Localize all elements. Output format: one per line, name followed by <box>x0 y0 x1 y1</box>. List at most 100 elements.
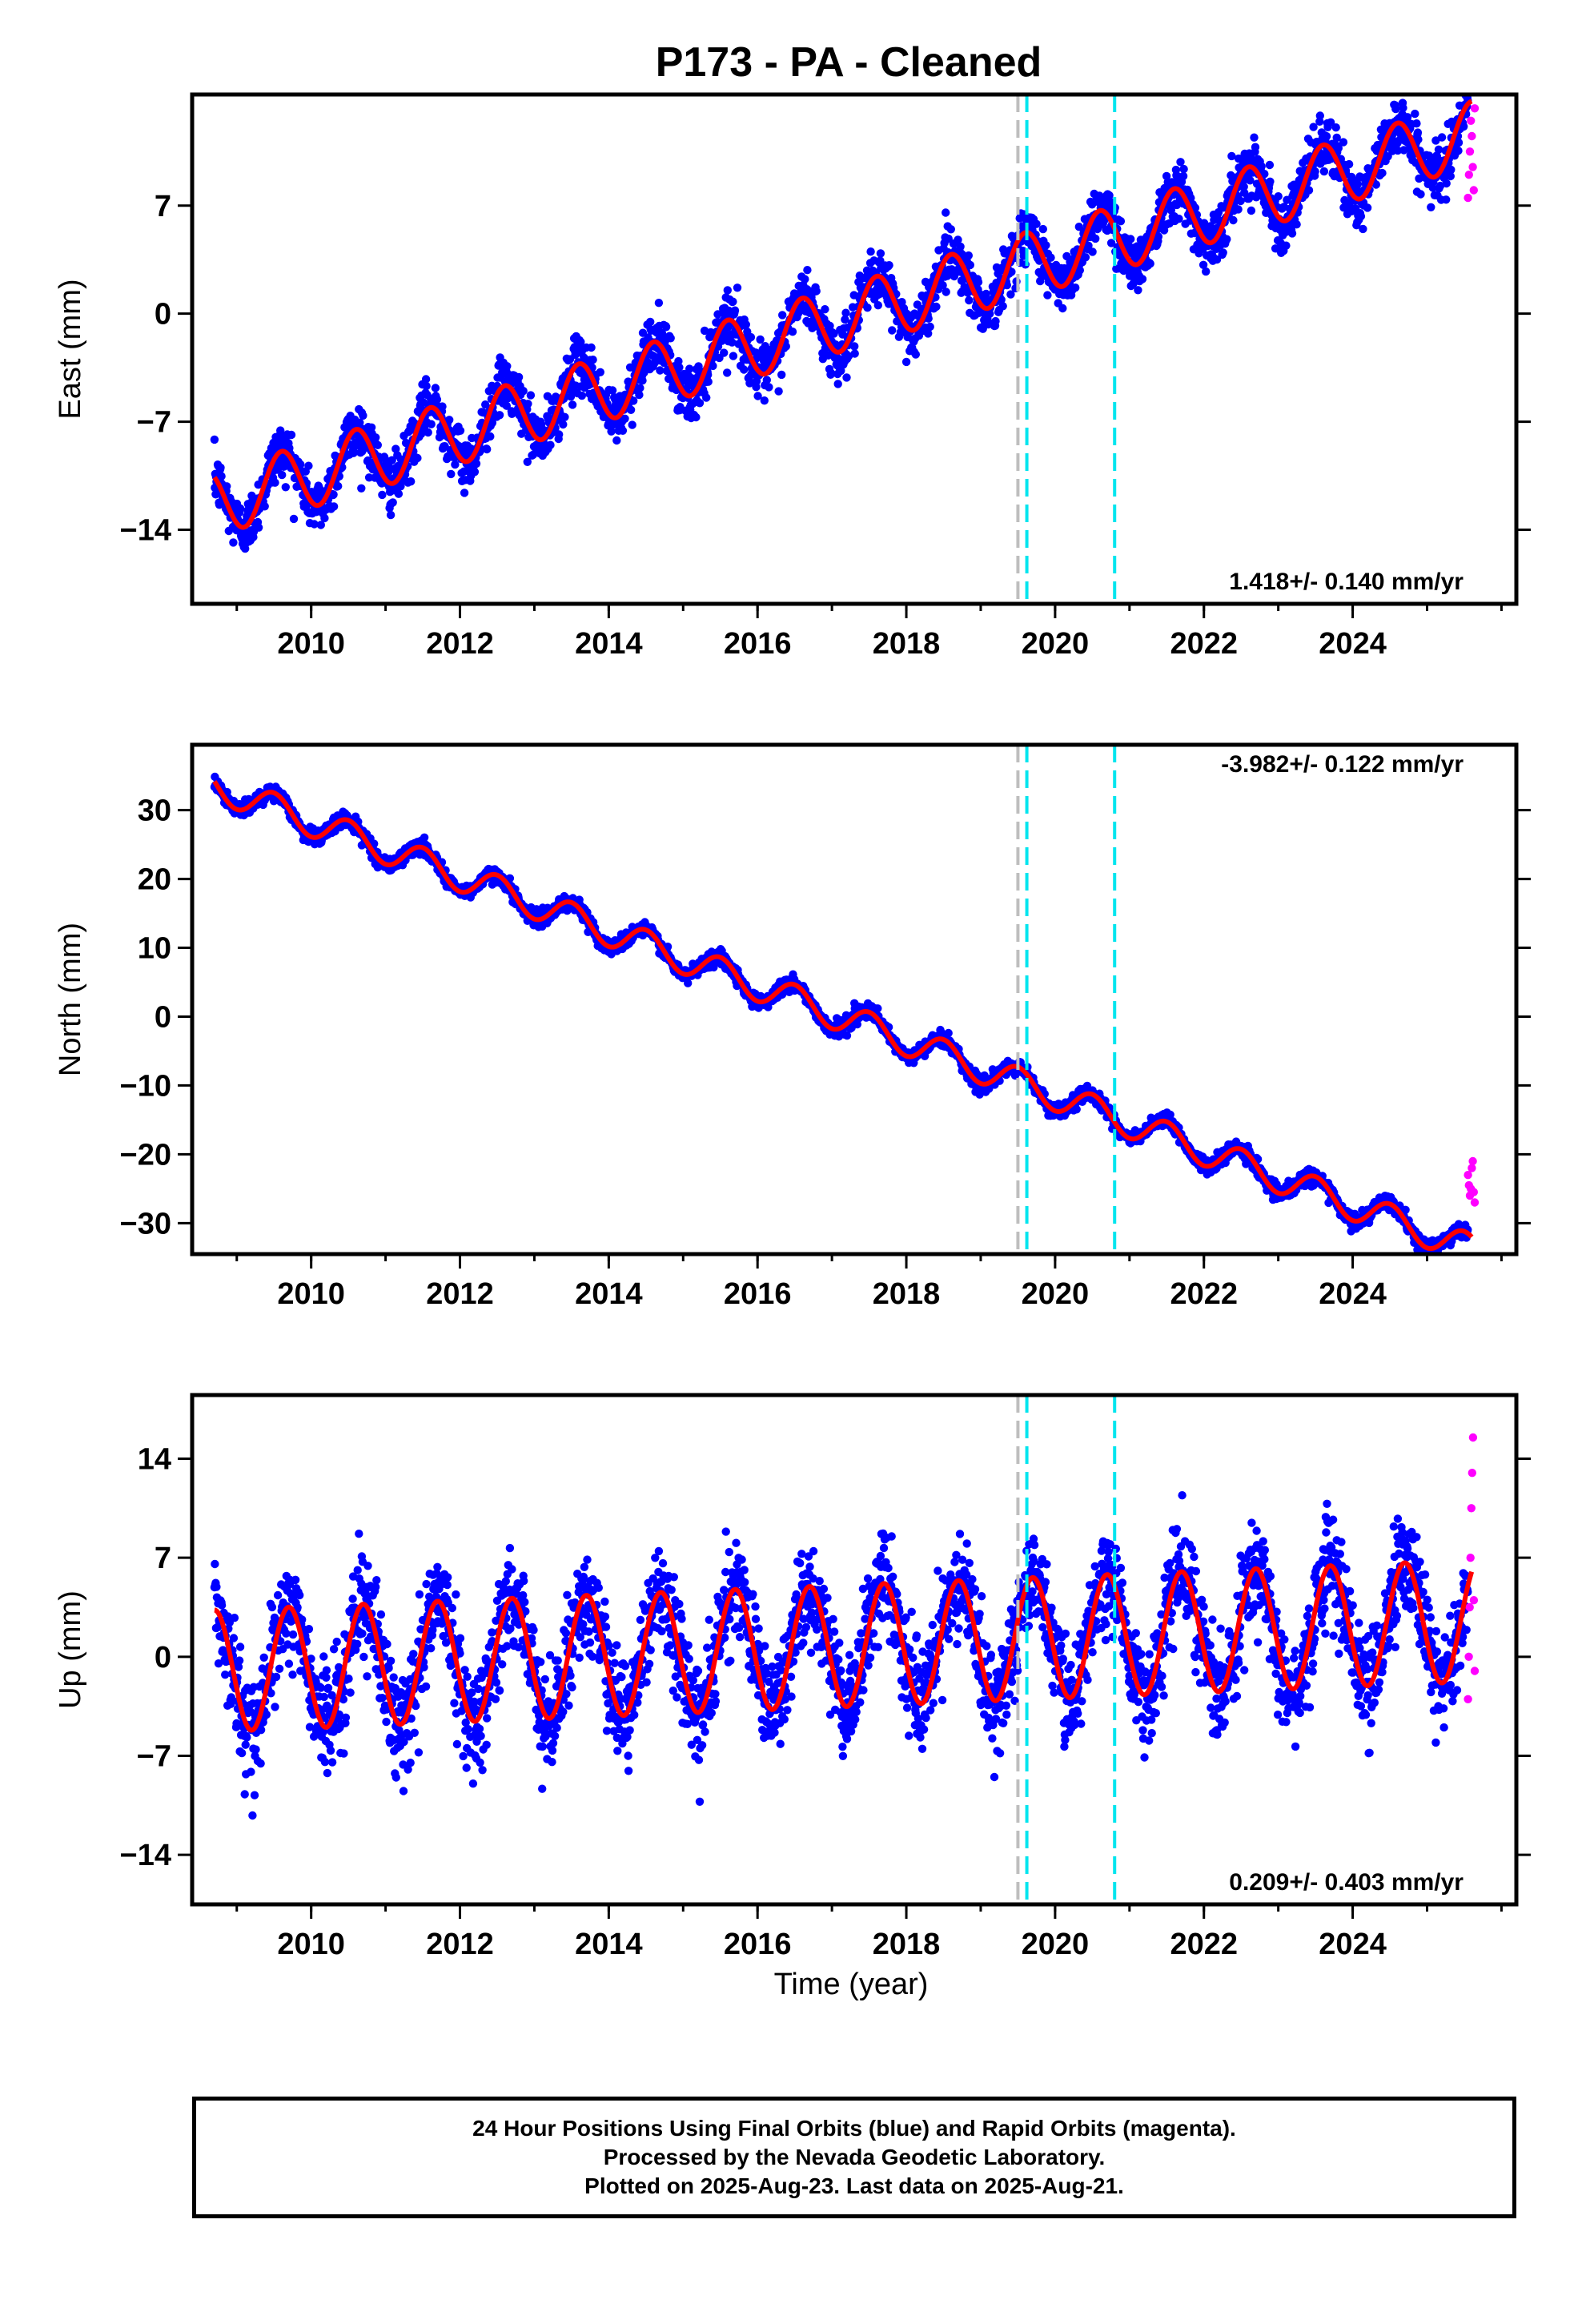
final-orbit-point <box>924 314 933 323</box>
final-orbit-point <box>966 260 975 270</box>
final-orbit-point <box>427 420 436 428</box>
final-orbit-point <box>998 302 1007 311</box>
final-orbit-point <box>386 510 396 520</box>
final-orbit-point <box>685 364 694 373</box>
final-orbit-point <box>756 335 765 344</box>
rapid-orbit-point <box>1468 163 1477 171</box>
rapid-orbit-point <box>1464 193 1472 203</box>
final-orbit-point <box>1319 167 1329 176</box>
rapid-orbit-points <box>1464 104 1480 203</box>
final-orbit-point <box>991 316 1000 326</box>
final-orbit-point <box>1454 138 1464 147</box>
y-tick-label: 0 <box>155 298 171 332</box>
final-orbit-point <box>1179 164 1188 174</box>
final-orbit-point <box>1437 133 1447 142</box>
final-orbit-point <box>1134 286 1142 295</box>
final-orbit-point <box>357 484 366 493</box>
x-tick-label: 2024 <box>1319 627 1387 661</box>
final-orbit-point <box>825 321 834 331</box>
x-tick-label: 2014 <box>575 627 643 661</box>
final-orbit-point <box>472 459 481 468</box>
final-orbit-point <box>1176 158 1185 167</box>
final-orbit-point <box>359 411 367 420</box>
final-orbit-point <box>746 332 756 342</box>
final-orbit-point <box>445 416 454 424</box>
final-orbit-point <box>519 387 528 396</box>
final-orbit-point <box>456 426 465 435</box>
final-orbit-point <box>833 380 842 388</box>
final-orbit-point <box>656 366 665 375</box>
final-orbit-point <box>709 361 717 371</box>
final-orbit-point <box>1042 241 1050 250</box>
final-orbit-point <box>1344 159 1354 169</box>
final-orbit-point <box>781 342 790 351</box>
final-orbit-point <box>596 368 604 376</box>
final-orbit-point <box>289 514 299 524</box>
final-orbit-point <box>329 502 339 511</box>
final-orbit-point <box>1260 170 1269 179</box>
final-orbit-point <box>608 386 617 395</box>
final-orbit-point <box>1334 143 1343 153</box>
final-orbit-point <box>1251 143 1260 151</box>
final-orbit-point <box>1212 255 1222 264</box>
final-orbit-point <box>320 513 329 523</box>
final-orbit-point <box>704 377 713 386</box>
rapid-orbit-point <box>1464 171 1474 179</box>
final-orbit-point <box>692 412 701 422</box>
final-orbit-point <box>1154 232 1163 241</box>
final-orbit-point <box>1106 197 1115 207</box>
final-orbit-point <box>841 308 850 317</box>
final-orbit-point <box>235 504 245 513</box>
final-orbit-point <box>1081 253 1090 262</box>
final-orbit-point <box>646 317 655 327</box>
final-orbit-point <box>421 375 431 384</box>
panel-frame <box>190 92 1519 606</box>
final-orbit-point <box>223 482 231 491</box>
final-orbit-point <box>1287 229 1297 238</box>
final-orbit-point <box>1227 151 1236 161</box>
final-orbit-point <box>666 334 675 343</box>
final-orbit-point <box>1234 205 1243 214</box>
north-panel: 2010 2012 2014 2016 2018 2020 2022 2024−30−20−1… <box>54 742 1531 1311</box>
final-orbit-point <box>612 436 621 445</box>
final-orbit-point <box>271 478 279 487</box>
x-tick-label: 2018 <box>873 627 941 661</box>
final-orbit-point <box>1116 217 1126 226</box>
final-orbit-point <box>451 460 460 469</box>
final-orbit-point <box>626 405 636 414</box>
final-orbit-point <box>503 362 512 371</box>
final-orbit-point <box>278 470 287 480</box>
final-orbit-point <box>1339 138 1348 147</box>
final-orbit-point <box>1046 253 1055 262</box>
final-orbit-point <box>850 342 859 351</box>
final-orbit-point <box>720 348 729 357</box>
final-orbit-point <box>1166 206 1176 215</box>
final-orbit-point <box>944 1028 953 1038</box>
final-orbit-point <box>607 427 616 436</box>
final-orbit-point <box>863 304 872 312</box>
final-orbit-point <box>629 396 638 405</box>
final-orbit-point <box>329 490 338 499</box>
final-orbit-point <box>460 489 469 497</box>
final-orbit-point <box>371 433 380 442</box>
final-orbit-point <box>481 400 490 409</box>
final-orbit-point <box>229 538 238 547</box>
final-orbit-point <box>829 329 838 338</box>
final-orbit-point <box>723 368 732 377</box>
final-orbit-point <box>888 326 897 335</box>
rate-label: 1.418+/- 0.140 mm/yr <box>1229 569 1464 595</box>
final-orbit-point <box>1058 304 1067 313</box>
final-orbit-point <box>1326 118 1335 127</box>
x-tick-label: 2012 <box>426 627 494 661</box>
final-orbit-point <box>942 287 950 296</box>
final-orbit-point <box>216 463 225 472</box>
rapid-orbit-point <box>1470 104 1480 113</box>
final-orbit-point <box>1247 206 1256 215</box>
final-orbit-point <box>1391 104 1400 114</box>
final-orbit-point <box>1239 183 1248 191</box>
y-tick-label: −14 <box>120 513 171 547</box>
final-orbit-point <box>1331 123 1340 132</box>
final-orbit-point <box>1106 239 1116 247</box>
final-orbit-point <box>866 247 875 256</box>
final-orbit-point <box>1202 267 1211 276</box>
